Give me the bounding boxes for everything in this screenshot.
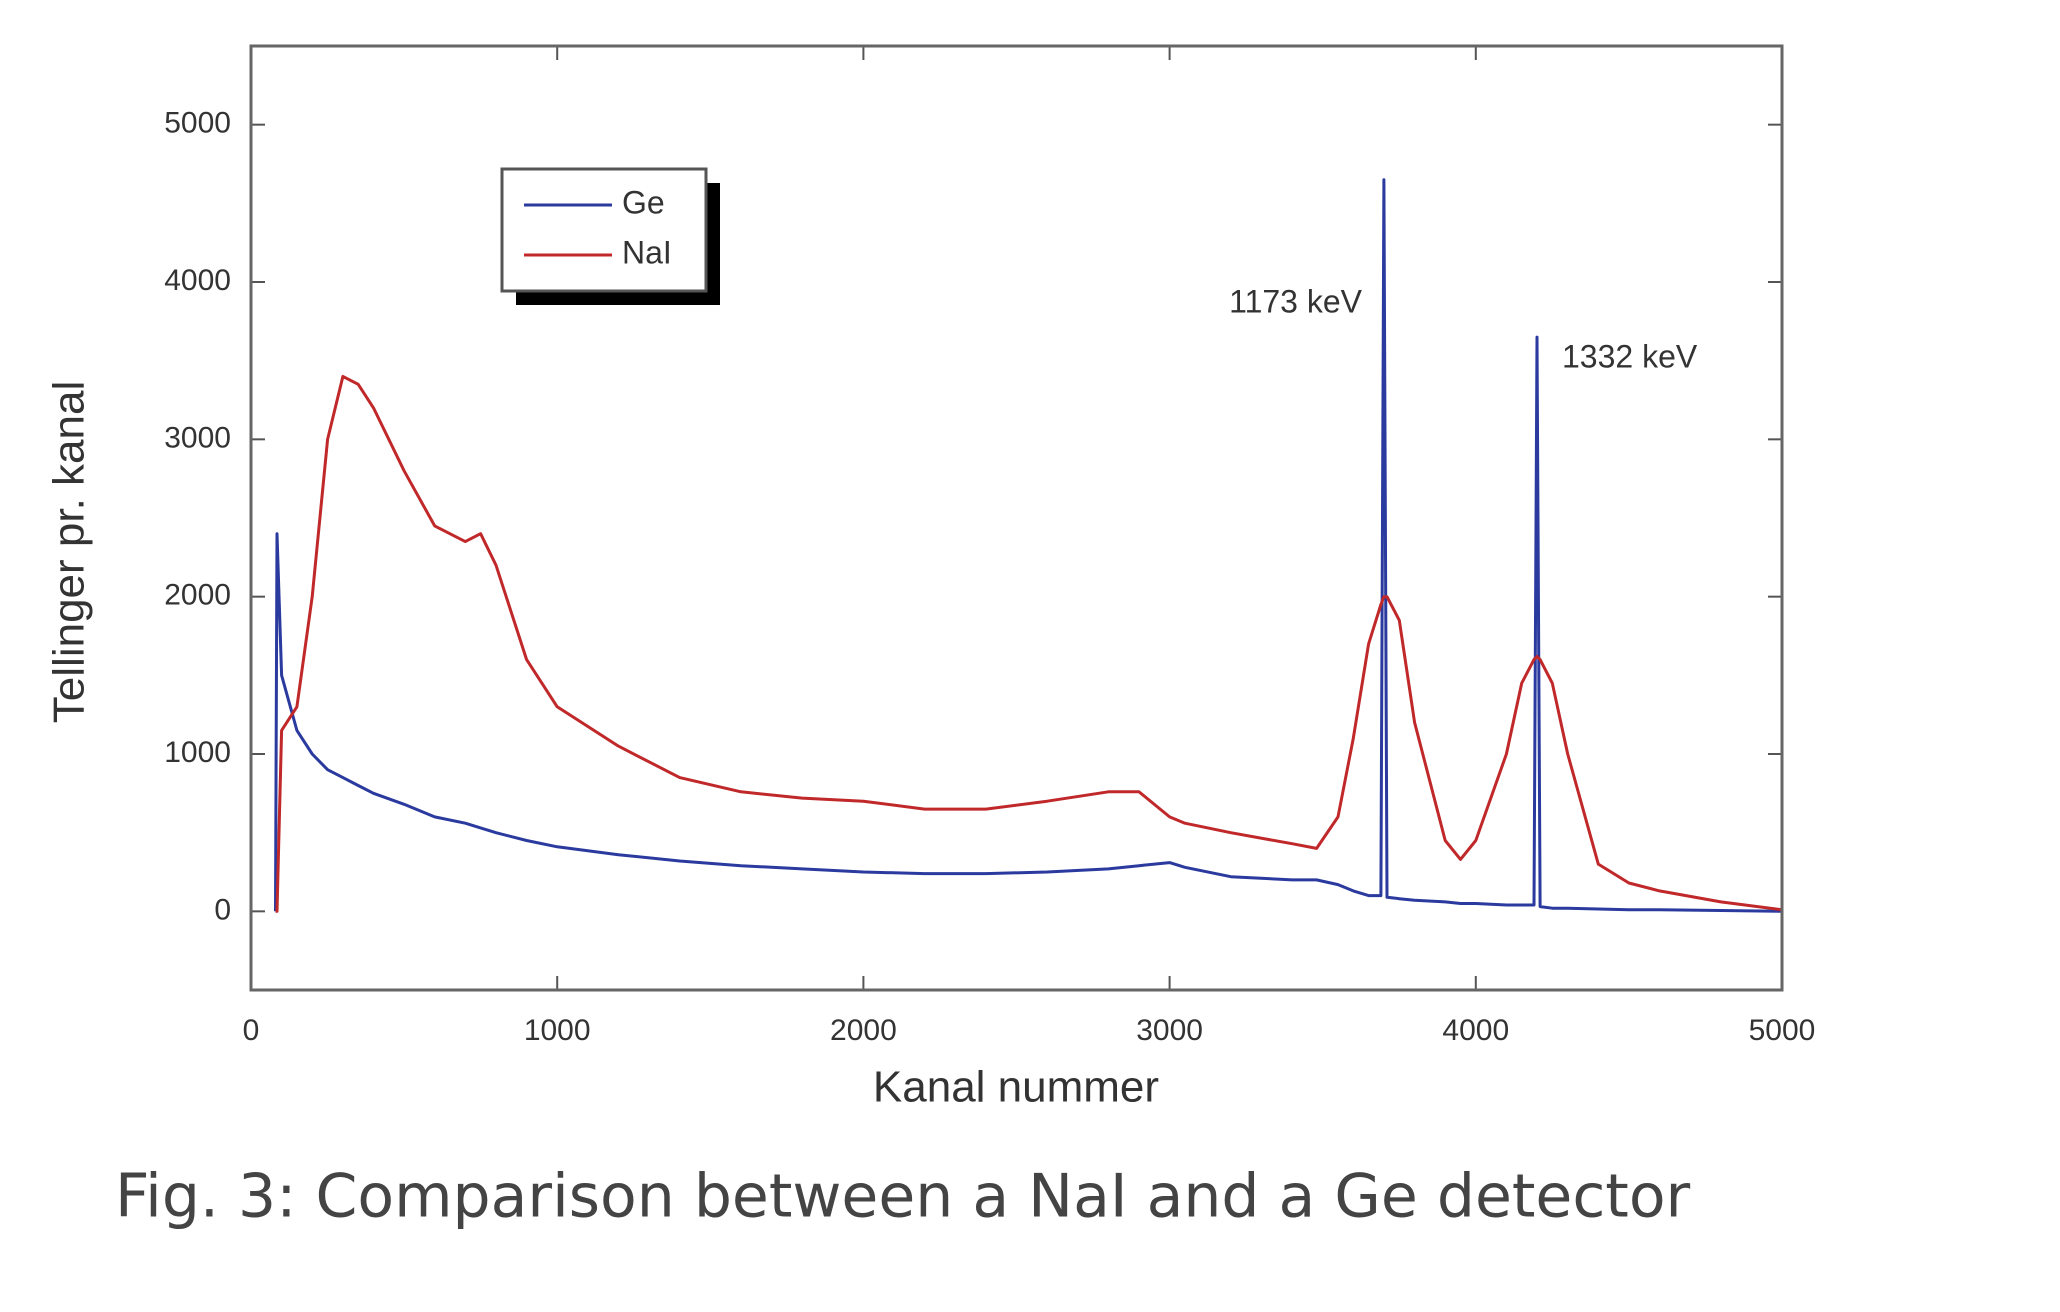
- x-tick-label: 5000: [1749, 1014, 1816, 1047]
- legend-label: Ge: [622, 184, 665, 220]
- x-tick-label: 1000: [524, 1014, 591, 1047]
- series-line: [274, 178, 1783, 913]
- y-tick-label: 0: [214, 893, 231, 926]
- annotation: 1173 keV: [1229, 283, 1363, 319]
- x-tick-label: 3000: [1136, 1014, 1203, 1047]
- caption: Fig. 3: Comparison between a NaI and a G…: [115, 1162, 1691, 1232]
- y-tick-label: 2000: [164, 579, 231, 612]
- x-tick-label: 4000: [1442, 1014, 1509, 1047]
- y-tick-label: 3000: [164, 421, 231, 454]
- x-tick-label: 0: [243, 1014, 260, 1047]
- series-line: [275, 374, 1783, 913]
- legend-label: NaI: [622, 234, 672, 270]
- x-tick-label: 2000: [830, 1014, 897, 1047]
- y-tick-label: 5000: [164, 107, 231, 140]
- legend-box: [500, 167, 708, 293]
- y-tick-label: 1000: [164, 736, 231, 769]
- plot-frame: [249, 44, 1784, 992]
- y-tick-label: 4000: [164, 264, 231, 297]
- x-axis-label: Kanal nummer: [873, 1063, 1159, 1112]
- annotation: 1332 keV: [1562, 338, 1698, 374]
- y-axis-label: Tellinger pr. kanal: [45, 381, 94, 723]
